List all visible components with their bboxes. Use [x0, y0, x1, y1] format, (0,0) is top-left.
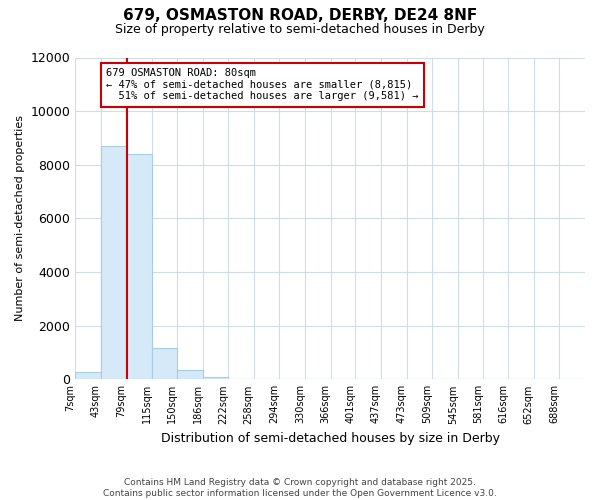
Y-axis label: Number of semi-detached properties: Number of semi-detached properties [15, 116, 25, 322]
Bar [75, 372, 101, 380]
Bar [177, 370, 203, 380]
Text: 679, OSMASTON ROAD, DERBY, DE24 8NF: 679, OSMASTON ROAD, DERBY, DE24 8NF [123, 8, 477, 22]
Text: 679 OSMASTON ROAD: 80sqm
← 47% of semi-detached houses are smaller (8,815)
  51%: 679 OSMASTON ROAD: 80sqm ← 47% of semi-d… [106, 68, 418, 102]
Text: Size of property relative to semi-detached houses in Derby: Size of property relative to semi-detach… [115, 22, 485, 36]
Bar [127, 154, 152, 380]
Bar [203, 377, 228, 380]
Text: Contains HM Land Registry data © Crown copyright and database right 2025.
Contai: Contains HM Land Registry data © Crown c… [103, 478, 497, 498]
Bar [152, 348, 177, 380]
X-axis label: Distribution of semi-detached houses by size in Derby: Distribution of semi-detached houses by … [161, 432, 500, 445]
Bar [101, 146, 127, 380]
Bar [228, 378, 254, 380]
